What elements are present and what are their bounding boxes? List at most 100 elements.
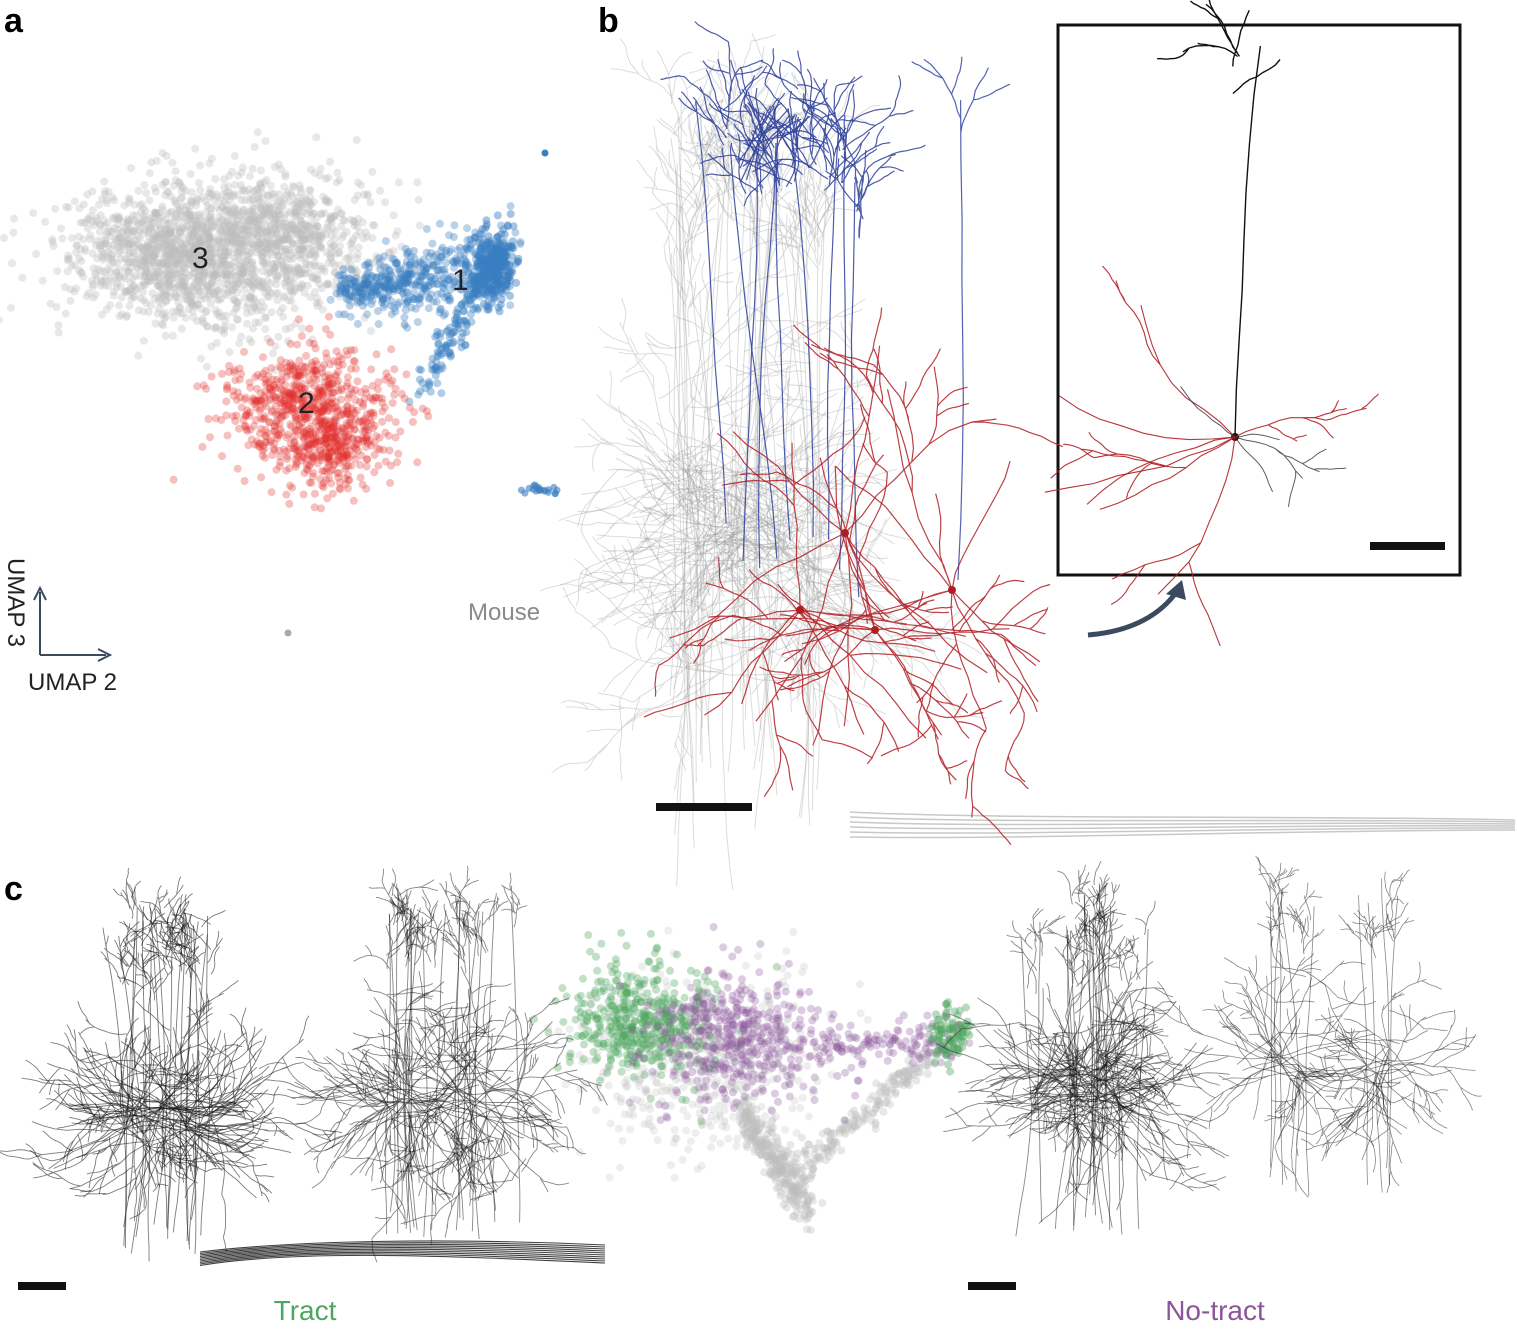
point	[310, 246, 319, 255]
point	[227, 270, 236, 279]
point	[359, 234, 368, 243]
point	[170, 255, 179, 264]
point	[885, 1100, 894, 1109]
point	[310, 288, 319, 297]
point	[796, 1103, 805, 1112]
point	[153, 309, 162, 318]
point	[212, 193, 221, 202]
point	[245, 248, 254, 257]
point	[162, 297, 170, 306]
point	[772, 1173, 780, 1182]
point	[365, 263, 374, 272]
point	[336, 271, 345, 280]
point	[376, 186, 385, 195]
point	[127, 225, 136, 234]
point	[206, 253, 215, 262]
point	[281, 325, 290, 334]
point	[436, 351, 445, 360]
point	[205, 232, 214, 241]
point	[89, 280, 97, 289]
point	[424, 304, 433, 313]
point	[428, 261, 437, 270]
point	[332, 249, 341, 258]
point	[94, 200, 103, 209]
point	[219, 220, 228, 229]
point	[222, 188, 231, 197]
point	[223, 262, 232, 271]
point	[758, 1143, 767, 1152]
point	[179, 281, 188, 290]
point	[256, 216, 264, 225]
point	[195, 287, 204, 296]
point	[391, 259, 400, 268]
point	[185, 237, 194, 245]
point	[222, 260, 231, 269]
point	[138, 200, 146, 209]
point	[149, 251, 157, 260]
point	[306, 233, 315, 242]
point	[205, 189, 213, 198]
point	[181, 295, 190, 303]
point	[106, 301, 115, 310]
point	[221, 317, 230, 326]
point	[400, 319, 409, 328]
point	[103, 253, 112, 262]
point	[381, 428, 390, 437]
point	[66, 285, 75, 294]
point	[205, 243, 214, 251]
point	[784, 1173, 793, 1182]
point	[472, 285, 481, 293]
point	[193, 283, 201, 292]
point	[273, 250, 282, 259]
point	[175, 303, 184, 312]
point	[246, 273, 255, 282]
point	[302, 221, 311, 230]
point	[375, 273, 384, 282]
point	[151, 213, 160, 222]
point	[106, 274, 115, 283]
point	[679, 1083, 688, 1092]
point	[311, 250, 320, 259]
point	[185, 231, 194, 240]
point	[227, 223, 236, 232]
point	[239, 224, 248, 233]
point	[240, 242, 249, 250]
point	[201, 241, 210, 250]
point	[230, 296, 239, 304]
point	[125, 286, 134, 294]
point	[276, 458, 285, 467]
point	[337, 233, 346, 242]
point	[134, 232, 143, 241]
point	[293, 251, 302, 260]
point	[240, 477, 249, 485]
point	[250, 277, 259, 286]
point	[244, 441, 253, 450]
point	[100, 276, 109, 285]
point	[773, 1140, 782, 1149]
point	[193, 317, 202, 326]
point	[83, 190, 92, 199]
point	[314, 235, 323, 244]
point	[109, 241, 118, 249]
point	[206, 245, 215, 254]
point	[221, 284, 229, 293]
point	[246, 280, 255, 288]
point	[177, 324, 186, 333]
point	[476, 253, 484, 262]
point	[0, 234, 8, 242]
point	[218, 312, 227, 321]
point	[279, 253, 288, 262]
point	[312, 294, 321, 303]
point	[199, 270, 208, 279]
point	[272, 274, 281, 283]
point	[215, 236, 224, 245]
point	[353, 222, 362, 231]
point	[354, 243, 363, 252]
point	[374, 320, 383, 329]
point	[156, 290, 165, 299]
point	[709, 1134, 718, 1143]
point	[144, 273, 153, 282]
point	[410, 261, 418, 270]
point	[506, 301, 515, 310]
point	[151, 208, 160, 217]
